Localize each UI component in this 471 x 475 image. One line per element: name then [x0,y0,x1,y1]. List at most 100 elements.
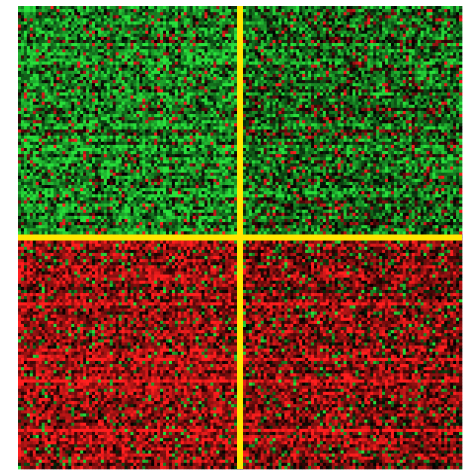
heatmap-cell [429,80,433,84]
heatmap-cell [382,58,386,62]
heatmap-cell [245,27,250,32]
heatmap-cell [56,92,60,96]
heatmap-cell [328,58,333,62]
heatmap-cell [112,46,117,50]
heatmap-cell [331,18,336,22]
heatmap-cell [388,39,392,44]
heatmap-cell [370,18,374,22]
heatmap-cell [77,107,81,112]
heatmap-cell [210,43,214,47]
heatmap-cell [242,43,247,47]
heatmap-cell [334,30,339,35]
heatmap-cell [370,36,374,41]
heatmap-cell [56,95,60,99]
heatmap-cell [435,12,439,16]
heatmap-cell [59,55,63,59]
heatmap-cell [305,52,309,56]
heatmap-cell [305,80,309,84]
heatmap-cell [26,76,31,81]
heatmap-cell [163,61,167,65]
heatmap-cell [420,61,424,65]
heatmap-cell [346,6,350,10]
heatmap-cell [124,9,128,13]
heatmap-cell [41,33,45,38]
heatmap-cell [139,46,143,50]
heatmap-cell [32,92,37,96]
heatmap-cell [275,12,279,16]
heatmap-cell [148,33,152,38]
heatmap-cell [420,80,424,84]
heatmap-cell [245,67,250,72]
heatmap-cell [139,92,143,96]
heatmap-cell [219,83,223,87]
heatmap-cell [242,89,247,93]
heatmap-cell [423,76,427,81]
heatmap-cell [118,27,122,32]
heatmap-cell [275,73,279,78]
heatmap-cell [62,61,66,65]
heatmap-cell [272,89,276,93]
heatmap-cell [207,43,211,47]
heatmap-cell [334,104,339,109]
heatmap-cell [210,67,214,72]
heatmap-cell [316,46,321,50]
heatmap-cell [411,6,415,10]
heatmap-cell [293,43,297,47]
heatmap-cell [251,61,256,65]
heatmap-cell [251,18,256,22]
heatmap-cell [435,95,439,99]
heatmap-cell [154,73,158,78]
heatmap-cell [109,92,114,96]
heatmap-cell [426,70,430,75]
heatmap-cell [450,83,454,87]
heatmap-cell [396,12,401,16]
heatmap-cell [160,98,164,103]
heatmap-cell [296,24,300,28]
heatmap-cell [145,104,149,109]
heatmap-cell [299,76,303,81]
heatmap-cell [281,30,285,35]
heatmap-cell [115,33,119,38]
heatmap-cell [35,30,40,35]
heatmap-cell [171,101,176,106]
heatmap-cell [435,86,439,90]
heatmap-cell [352,95,356,99]
heatmap-cell [281,58,285,62]
heatmap-cell [296,61,300,65]
heatmap-cell [118,52,122,56]
heatmap-cell [275,83,279,87]
heatmap-cell [186,36,191,41]
heatmap-cell [358,86,362,90]
heatmap-cell [429,83,433,87]
heatmap-cell [180,9,185,13]
heatmap-cell [405,30,410,35]
heatmap-cell [222,73,226,78]
heatmap-cell [343,89,347,93]
heatmap-cell [311,52,315,56]
heatmap-cell [65,30,69,35]
heatmap-cell [198,33,202,38]
heatmap-cell [192,12,196,16]
heatmap-cell [278,58,282,62]
heatmap-cell [100,52,105,56]
heatmap-cell [23,101,28,106]
heatmap-cell [426,98,430,103]
heatmap-cell [343,83,347,87]
heatmap-cell [405,104,410,109]
heatmap-cell [328,39,333,44]
heatmap-cell [399,15,404,19]
heatmap-cell [222,33,226,38]
heatmap-cell [189,21,193,25]
heatmap-cell [319,76,324,81]
heatmap-cell [168,86,173,90]
heatmap-cell [435,76,439,81]
heatmap-cell [242,70,247,75]
heatmap-cell [80,92,84,96]
heatmap-cell [118,107,122,112]
heatmap-cell [251,98,256,103]
heatmap-cell [163,101,167,106]
heatmap-cell [337,36,341,41]
heatmap-cell [296,70,300,75]
heatmap-cell [198,86,202,90]
heatmap-cell [160,15,164,19]
